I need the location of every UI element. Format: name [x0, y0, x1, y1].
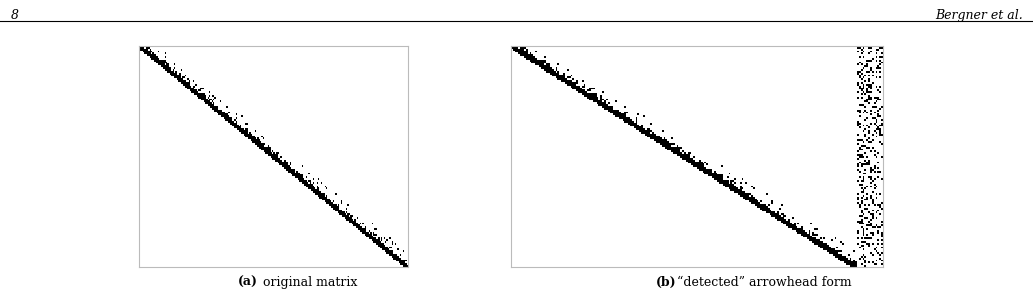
Bar — [545, 68, 586, 96]
Text: “detected” arrowhead form: “detected” arrowhead form — [677, 276, 852, 289]
Bar — [753, 201, 793, 228]
Bar — [788, 223, 828, 251]
Bar — [822, 245, 859, 269]
Bar — [684, 157, 724, 184]
Text: (b): (b) — [656, 276, 677, 289]
Text: (a): (a) — [238, 276, 258, 289]
Bar — [581, 90, 621, 118]
Text: original matrix: original matrix — [262, 276, 357, 289]
Bar — [615, 112, 655, 140]
Bar — [857, 46, 885, 269]
Text: Bergner et al.: Bergner et al. — [935, 9, 1023, 22]
Bar — [511, 46, 552, 74]
Bar — [719, 179, 759, 206]
Text: 8: 8 — [10, 9, 19, 22]
Bar — [650, 134, 690, 162]
